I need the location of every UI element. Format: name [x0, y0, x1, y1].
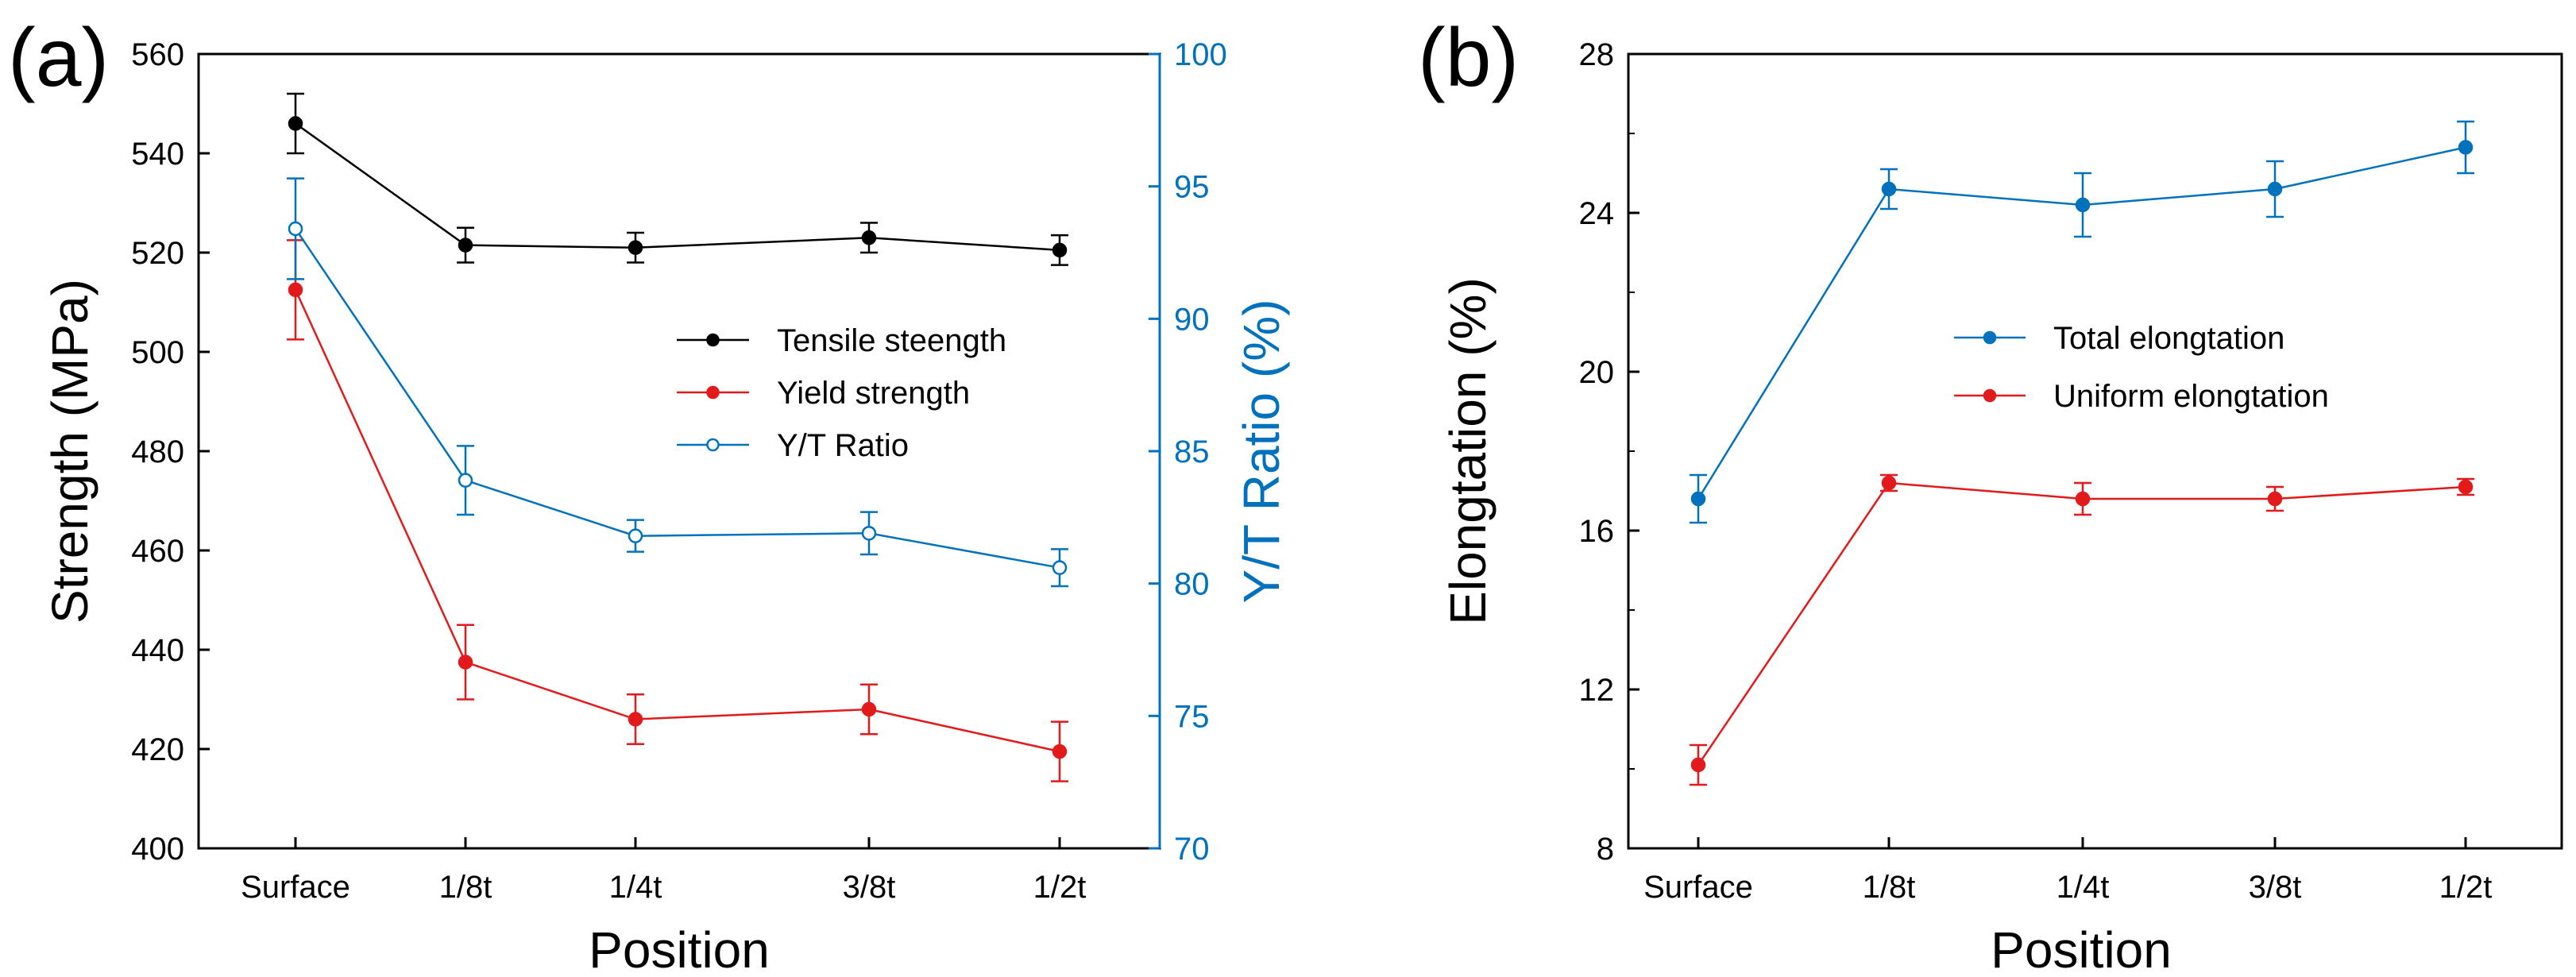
legend-label: Tensile steength: [777, 323, 1006, 358]
x-tick-label: 3/8t: [843, 870, 896, 905]
data-point: [1881, 475, 1897, 491]
y-tick-label: 500: [131, 335, 184, 370]
y-tick-label: 20: [1579, 355, 1615, 390]
x-axis-title: Position: [589, 921, 770, 977]
y-tick-label: 540: [131, 137, 184, 172]
panel-a: Surface 1/8t 1/4t 3/8t 1/2t 400 420 440 460 480 50…: [8, 12, 1290, 977]
x-tick-label: 1/2t: [2439, 870, 2493, 905]
y2-tick-label: 90: [1174, 302, 1210, 337]
data-point: [288, 116, 303, 131]
data-point: [1690, 757, 1706, 773]
series-tensile-steength: [287, 92, 1068, 266]
series-yield-strength: [287, 239, 1068, 782]
x-tick-label: 1/4t: [2057, 870, 2110, 905]
data-point: [2267, 181, 2283, 197]
plot-frame: [1627, 52, 2563, 850]
legend-label: Y/T Ratio: [777, 428, 909, 463]
data-point: [1881, 181, 1897, 197]
y2-tick-label: 70: [1174, 832, 1210, 867]
series-line: [294, 289, 1060, 753]
legend-marker: [706, 385, 720, 400]
y-tick-label: 16: [1579, 514, 1615, 549]
data-point: [2458, 479, 2474, 495]
legend-marker: [706, 438, 720, 452]
y-tick-label: 24: [1579, 196, 1615, 231]
y-tick-label: 8: [1597, 832, 1614, 867]
data-point: [2267, 491, 2283, 507]
data-point: [458, 473, 473, 488]
series-uniform-elongtation: [1690, 473, 2474, 786]
x-tick-label: 1/8t: [439, 870, 492, 905]
y2-axis-title: Y/T Ratio (%): [1233, 299, 1290, 604]
data-point: [1690, 491, 1706, 507]
legend-marker: [1983, 330, 1997, 345]
data-point: [2075, 491, 2091, 507]
y2-tick-label: 80: [1174, 567, 1210, 602]
x-tick-label: Surface: [241, 870, 350, 905]
data-point: [1052, 560, 1068, 575]
panel-b: Surface 1/8t 1/4t 3/8t 1/2t 8 12 16 20 24 28 (b) Pos…: [1418, 12, 2563, 977]
y2-tick-label: 100: [1174, 37, 1227, 72]
legend-marker: [706, 333, 720, 347]
y-tick-label: 12: [1579, 673, 1615, 708]
data-point: [861, 701, 877, 717]
x-tick-label: 1/2t: [1033, 870, 1087, 905]
x-tick-label: 1/4t: [609, 870, 662, 905]
y-tick-label: 560: [131, 37, 184, 72]
series-y-t-ratio: [287, 177, 1068, 588]
y2-tick-label: 75: [1174, 699, 1210, 734]
legend-label: Total elongtation: [2053, 321, 2284, 356]
x-tick-label: 1/8t: [1863, 870, 1916, 905]
data-point: [628, 528, 643, 543]
data-point: [458, 237, 473, 253]
legend-label: Yield strength: [777, 376, 970, 411]
series-total-elongtation: [1690, 120, 2474, 524]
panel-label: (b): [1418, 12, 1519, 104]
y-tick-label: 400: [131, 832, 184, 867]
data-point: [2075, 197, 2091, 213]
data-point: [288, 282, 303, 298]
y-axis-title: Strength (MPa): [41, 279, 98, 624]
y-tick-label: 28: [1579, 37, 1615, 72]
y-tick-label: 420: [131, 732, 184, 767]
data-point: [628, 240, 643, 255]
data-point: [458, 655, 473, 670]
y-tick-label: 440: [131, 633, 184, 668]
x-axis-title: Position: [1991, 921, 2172, 977]
series-line: [295, 122, 1060, 252]
data-point: [2458, 140, 2474, 155]
y2-tick-label: 95: [1174, 170, 1210, 205]
data-point: [861, 230, 877, 245]
data-point: [1052, 743, 1068, 759]
y-tick-label: 480: [131, 434, 184, 469]
series-line: [1697, 481, 2466, 766]
legend-marker: [1983, 388, 1997, 403]
x-tick-label: Surface: [1643, 870, 1753, 905]
y-tick-label: 520: [131, 236, 184, 271]
y2-tick-label: 85: [1174, 434, 1210, 469]
plot-frame: [197, 52, 1161, 850]
panel-label: (a): [8, 12, 109, 104]
data-point: [1052, 242, 1068, 258]
data-point: [288, 221, 303, 237]
y-tick-label: 460: [131, 534, 184, 569]
data-point: [861, 526, 877, 541]
x-tick-label: 3/8t: [2249, 870, 2302, 905]
y-axis-title: Elongtation (%): [1439, 277, 1497, 625]
legend-label: Uniform elongtation: [2053, 379, 2329, 414]
data-point: [628, 712, 643, 727]
